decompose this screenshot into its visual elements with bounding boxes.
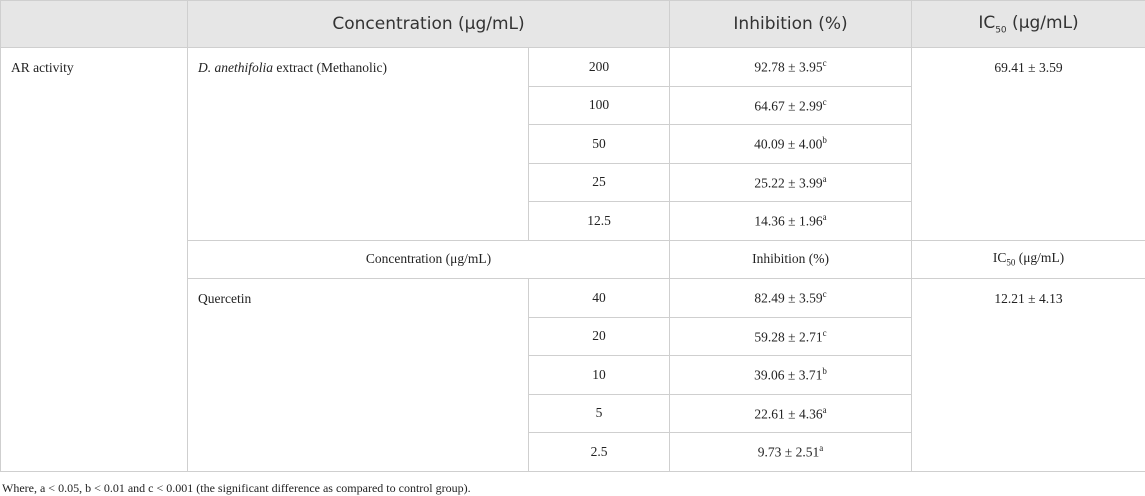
ic-label: IC [978, 12, 996, 33]
header-blank [0, 0, 188, 48]
inhibition-value: 25.22 ± 3.99 [754, 175, 823, 190]
significance: a [819, 443, 824, 453]
ic50-cell: 12.21 ± 4.13 [911, 278, 1145, 472]
ic50-cell: 69.41 ± 3.59 [911, 47, 1145, 241]
footnote: Where, a < 0.05, b < 0.01 and c < 0.001 … [2, 480, 471, 495]
sample-text: Quercetin [198, 291, 252, 306]
inhibition-value: 14.36 ± 1.96 [754, 213, 823, 229]
concentration-cell: 200 [527, 47, 671, 87]
inhibition-value: 22.61 ± 4.36 [754, 406, 823, 421]
significance: b [822, 135, 827, 145]
concentration-cell: 20 [527, 316, 671, 356]
inhibition-value: 9.73 ± 2.51 [757, 444, 820, 460]
inhibition-value: 40.09 ± 4.00 [754, 136, 823, 152]
inhibition-cell: 59.28 ± 2.71c [669, 316, 913, 356]
row-label: AR activity [0, 47, 188, 472]
inhibition-value: 64.67 ± 2.99 [754, 98, 823, 113]
inhibition-value: 82.49 ± 3.59 [754, 290, 823, 306]
significance: a [822, 404, 827, 415]
inhibition-cell: 25.22 ± 3.99a [669, 162, 913, 202]
inhibition-cell: 92.78 ± 3.95c [669, 47, 913, 87]
table-body: AR activity D. anethifolia extract (Metha… [0, 47, 1145, 472]
ic-sub: 50 [1006, 258, 1016, 269]
concentration-cell: 5 [527, 393, 671, 433]
sample-cell: Quercetin [187, 278, 529, 472]
ic-label: IC [992, 250, 1007, 266]
results-table: Concentration (μg/mL) Inhibition (%) IC5… [0, 0, 1145, 472]
sample-cell: D. anethifolia extract (Methanolic) [187, 47, 529, 241]
subheader-cell: Concentration (μg/mL) [186, 239, 671, 279]
significance: a [822, 173, 827, 184]
concentration-cell: 100 [527, 85, 671, 125]
data-row: 20 59.28 ± 2.71c [1, 316, 1145, 356]
inhibition-value: 92.78 ± 3.95 [754, 59, 823, 75]
data-row: Quercetin 40 82.49 ± 3.59c 12.21 ± 4.13 [1, 278, 1145, 472]
subheader-cell: Inhibition (%) [669, 239, 913, 279]
inhibition-cell: 82.49 ± 3.59c [669, 278, 913, 318]
inhibition-value: 59.28 ± 2.71 [754, 329, 823, 344]
concentration-cell: 25 [527, 162, 671, 202]
sample-text: extract (Methanolic) [273, 60, 387, 75]
concentration-cell: 10 [527, 355, 671, 395]
inhibition-cell: 22.61 ± 4.36a [669, 393, 913, 433]
significance: a [822, 212, 827, 222]
ic-sub: 50 [995, 25, 1007, 36]
header-cell: Concentration (μg/mL) [186, 0, 671, 48]
inhibition-cell: 9.73 ± 2.51a [669, 432, 913, 472]
data-row: 2.5 9.73 ± 2.51a [1, 432, 1145, 472]
concentration-cell: 40 [527, 278, 671, 318]
significance: c [822, 327, 827, 338]
data-row: 10 39.06 ± 3.71b [1, 355, 1145, 395]
concentration-cell: 12.5 [527, 201, 671, 241]
subheader-row: Concentration (μg/mL) Inhibition (%) IC50 … [1, 239, 1145, 279]
header-cell: Inhibition (%) [669, 0, 913, 48]
header-row: Concentration (μg/mL) Inhibition (%) IC5… [0, 0, 1145, 48]
inhibition-cell: 39.06 ± 3.71b [669, 355, 913, 395]
header-cell: IC50 (μg/mL) [911, 0, 1145, 48]
significance: c [822, 289, 827, 299]
inhibition-value: 39.06 ± 3.71 [754, 367, 823, 383]
significance: b [822, 366, 827, 376]
inhibition-cell: 40.09 ± 4.00b [669, 124, 913, 164]
data-row: 50 40.09 ± 4.00b [1, 124, 1145, 164]
concentration-cell: 2.5 [527, 432, 671, 472]
table-header: Concentration (μg/mL) Inhibition (%) IC5… [0, 0, 1145, 48]
sample-italic: D. anethifolia [198, 60, 273, 75]
data-row: AR activity D. anethifolia extract (Metha… [0, 47, 1145, 472]
data-row: 100 64.67 ± 2.99c [1, 85, 1145, 125]
ic-unit: (μg/mL) [1006, 12, 1079, 33]
inhibition-cell: 14.36 ± 1.96a [669, 201, 913, 241]
ic-unit: (μg/mL) [1015, 250, 1065, 266]
significance: c [822, 58, 827, 68]
subheader-cell: IC50 (μg/mL) [911, 239, 1145, 279]
significance: c [822, 96, 827, 107]
concentration-cell: 50 [527, 124, 671, 164]
inhibition-cell: 64.67 ± 2.99c [669, 85, 913, 125]
data-row: 25 25.22 ± 3.99a [1, 162, 1145, 202]
